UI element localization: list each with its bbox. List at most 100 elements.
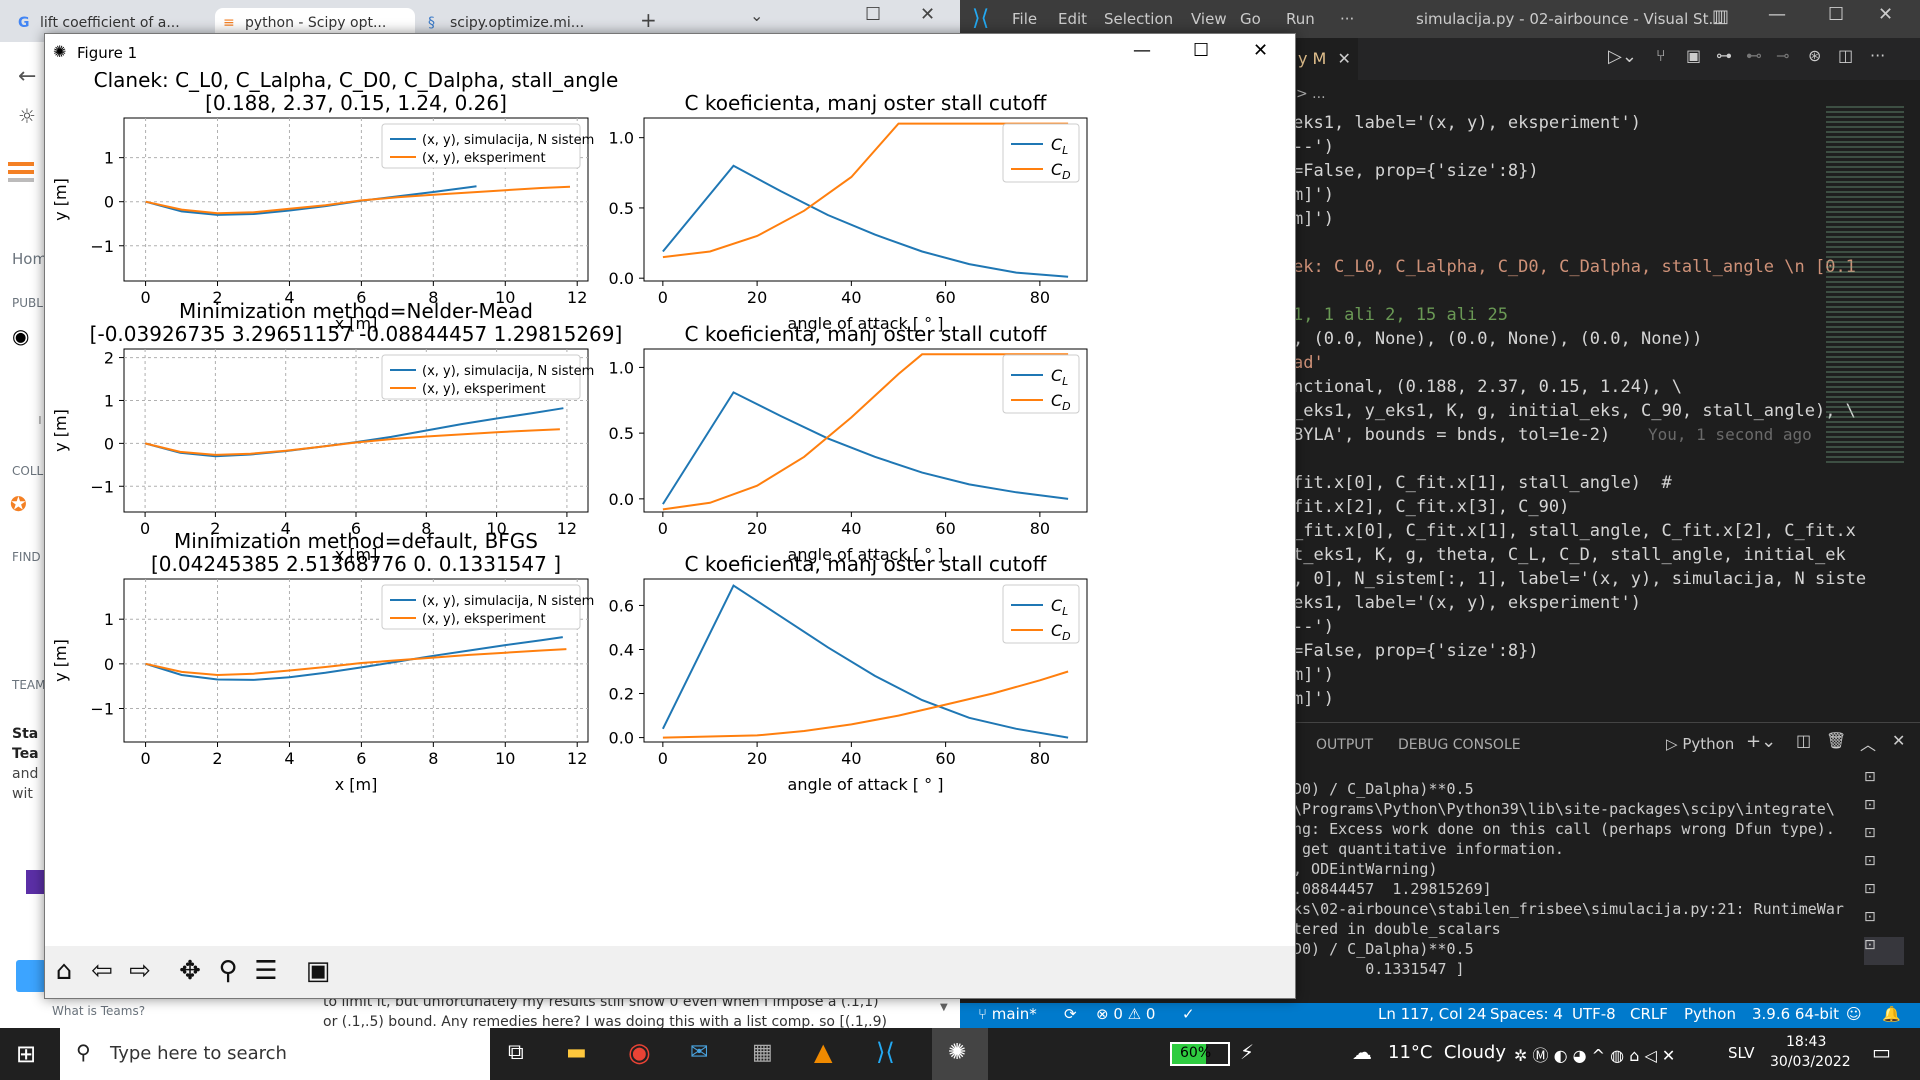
tab-label: lift coefficient of a... — [40, 15, 180, 31]
close-tab-icon[interactable]: ✕ — [1337, 49, 1351, 68]
sidebar-home[interactable]: Hom — [12, 250, 48, 268]
scroll-down-icon[interactable]: ▼ — [940, 1002, 948, 1013]
pan-icon[interactable]: ✥ — [179, 956, 201, 986]
notification-center-icon[interactable]: ▭ — [1872, 1040, 1891, 1064]
stackoverflow-logo-icon[interactable] — [8, 154, 38, 184]
vscode-taskbar-icon[interactable]: ⟩⟨ — [876, 1038, 895, 1066]
tray-icons[interactable]: ✲ Ⓜ ◐ ◕ ^ ◍ ⌂ ◁ ✕ — [1514, 1046, 1676, 1065]
more-actions-icon[interactable]: ··· — [1870, 46, 1886, 65]
new-terminal-icon[interactable]: +⌄ — [1746, 731, 1777, 752]
close-icon[interactable]: ✕ — [1878, 4, 1894, 25]
trash-icon[interactable]: 🗑 — [1826, 731, 1847, 750]
y-tick-label: 1.0 — [609, 129, 634, 148]
arrow-left-icon[interactable]: ⇦ — [91, 956, 113, 986]
browser-tab-3[interactable]: § scipy.optimize.mi... — [420, 8, 620, 42]
menu-selection[interactable]: Selection — [1104, 10, 1174, 28]
clock-date[interactable]: 30/03/2022 — [1770, 1054, 1851, 1070]
new-tab-icon[interactable]: + — [640, 8, 657, 32]
home-icon[interactable]: ⌂ — [55, 956, 73, 986]
terminal-instance-icon[interactable]: ⊡ — [1864, 797, 1876, 813]
weather-icon[interactable]: ☁ — [1352, 1040, 1372, 1064]
what-is-teams-link[interactable]: What is Teams? — [52, 1004, 146, 1018]
encoding[interactable]: UTF-8 — [1572, 1005, 1616, 1023]
tab-output[interactable]: OUTPUT — [1316, 737, 1374, 753]
zoom-icon[interactable]: ⚲ — [218, 956, 238, 986]
menu-edit[interactable]: Edit — [1058, 10, 1088, 28]
terminal-instance-icon[interactable]: ⊡ — [1864, 881, 1876, 897]
figure-close-icon[interactable]: ✕ — [1253, 40, 1269, 61]
split-editor-icon[interactable]: ◫ — [1838, 46, 1854, 65]
x-tick-label: 8 — [428, 749, 438, 768]
figure-maximize-icon[interactable]: ☐ — [1193, 40, 1210, 61]
calculator-icon[interactable]: ▦ — [752, 1040, 773, 1065]
minimize-icon[interactable]: — — [1768, 4, 1786, 25]
maximize-icon[interactable]: ☐ — [865, 4, 882, 25]
sliders-icon[interactable]: ☰ — [254, 956, 278, 986]
menu-run[interactable]: Run — [1286, 10, 1315, 28]
problems-indicator[interactable]: ⊗ 0 ⚠ 0 — [1096, 1005, 1156, 1023]
taskbar-search[interactable]: ⚲ Type here to search — [60, 1028, 490, 1080]
collectives-icon[interactable]: ✪ — [10, 492, 27, 516]
terminal-instance-icon[interactable]: ⊡ — [1864, 769, 1876, 785]
close-icon[interactable]: ✕ — [920, 4, 936, 25]
line-ending[interactable]: CRLF — [1630, 1005, 1668, 1023]
cursor-position[interactable]: Ln 117, Col 24 — [1378, 1005, 1487, 1023]
pin-icon[interactable]: ⊛ — [1808, 46, 1822, 65]
open-changes-icon[interactable]: ▣ — [1686, 46, 1702, 65]
editor-tab[interactable]: y M ✕ — [1294, 38, 1358, 80]
task-view-icon[interactable]: ⧉ — [508, 1040, 524, 1065]
breadcrumb[interactable]: > ... — [1296, 86, 1326, 102]
y-tick-label: 0.0 — [609, 729, 634, 748]
mail-icon[interactable]: ✉ — [690, 1040, 709, 1065]
run-python-file-icon[interactable]: ▷⌄ — [1608, 46, 1637, 67]
menu-more[interactable]: ··· — [1340, 10, 1355, 28]
matplotlib-taskbar-button[interactable]: ✺ — [932, 1028, 988, 1080]
python-interpreter[interactable]: 3.9.6 64-bit — [1752, 1005, 1840, 1023]
close-panel-icon[interactable]: ✕ — [1892, 731, 1906, 750]
globe-icon[interactable]: ◉ — [12, 324, 30, 348]
go-forward-icon[interactable]: ⊷ — [1746, 46, 1762, 65]
tab-debug-console[interactable]: DEBUG CONSOLE — [1398, 737, 1521, 753]
tab-search-icon[interactable]: ⌄ — [750, 6, 764, 25]
arrow-right-icon[interactable]: ⇨ — [129, 956, 151, 986]
vlc-icon[interactable]: ▲ — [814, 1038, 833, 1066]
chrome-icon[interactable]: ◉ — [628, 1038, 651, 1068]
terminal-instance-icon[interactable]: ⊡ — [1864, 825, 1876, 841]
menu-go[interactable]: Go — [1240, 10, 1261, 28]
terminal-instance-icon[interactable]: ⊡ — [1864, 909, 1876, 925]
git-branch-icon[interactable]: ⑂ main* — [978, 1005, 1037, 1023]
indentation[interactable]: Spaces: 4 — [1490, 1005, 1563, 1023]
figure-minimize-icon[interactable]: — — [1133, 40, 1151, 61]
settings-icon[interactable]: ☼ — [18, 104, 36, 128]
terminal-instance-icon[interactable]: ⊡ — [1864, 853, 1876, 869]
notifications-icon[interactable]: 🔔 — [1882, 1005, 1901, 1023]
split-terminal-icon[interactable]: ◫ — [1796, 731, 1812, 750]
file-explorer-icon[interactable]: ▬ — [566, 1040, 587, 1065]
menu-file[interactable]: File — [1012, 10, 1038, 28]
layout-icon[interactable]: ▥ — [1712, 6, 1730, 27]
clock-time[interactable]: 18:43 — [1786, 1034, 1827, 1050]
go-back-icon[interactable]: ⊶ — [1716, 46, 1732, 65]
teams-create-button[interactable] — [16, 960, 46, 992]
maximize-panel-icon[interactable]: ︿ — [1860, 735, 1877, 754]
weather-text[interactable]: 11°C Cloudy — [1388, 1042, 1506, 1063]
browser-tab-1[interactable]: G lift coefficient of a... — [10, 8, 210, 42]
sync-icon[interactable]: ⟳ — [1064, 1005, 1077, 1023]
language-indicator[interactable]: SLV — [1728, 1044, 1755, 1062]
source-control-icon[interactable]: ⑂ — [1656, 46, 1666, 65]
maximize-icon[interactable]: ☐ — [1828, 4, 1845, 25]
terminal-instance-icon[interactable]: ⊡ — [1864, 937, 1904, 965]
timeline-icon[interactable]: ⊸ — [1776, 46, 1790, 65]
back-arrow-icon[interactable]: ← — [18, 64, 37, 89]
battery-indicator[interactable]: 60% — [1170, 1042, 1230, 1066]
language-mode[interactable]: Python — [1684, 1005, 1736, 1023]
terminal-selector[interactable]: ▷ Python — [1666, 735, 1735, 753]
feedback-icon[interactable]: ☺ — [1846, 1005, 1862, 1023]
teams-free-badge[interactable] — [26, 870, 46, 894]
windows-start-icon[interactable]: ⊞ — [16, 1040, 37, 1068]
menu-view[interactable]: View — [1191, 10, 1227, 28]
minimap[interactable] — [1826, 106, 1904, 466]
check-icon[interactable]: ✓ — [1182, 1005, 1195, 1023]
save-icon[interactable]: ▣ — [305, 956, 331, 986]
